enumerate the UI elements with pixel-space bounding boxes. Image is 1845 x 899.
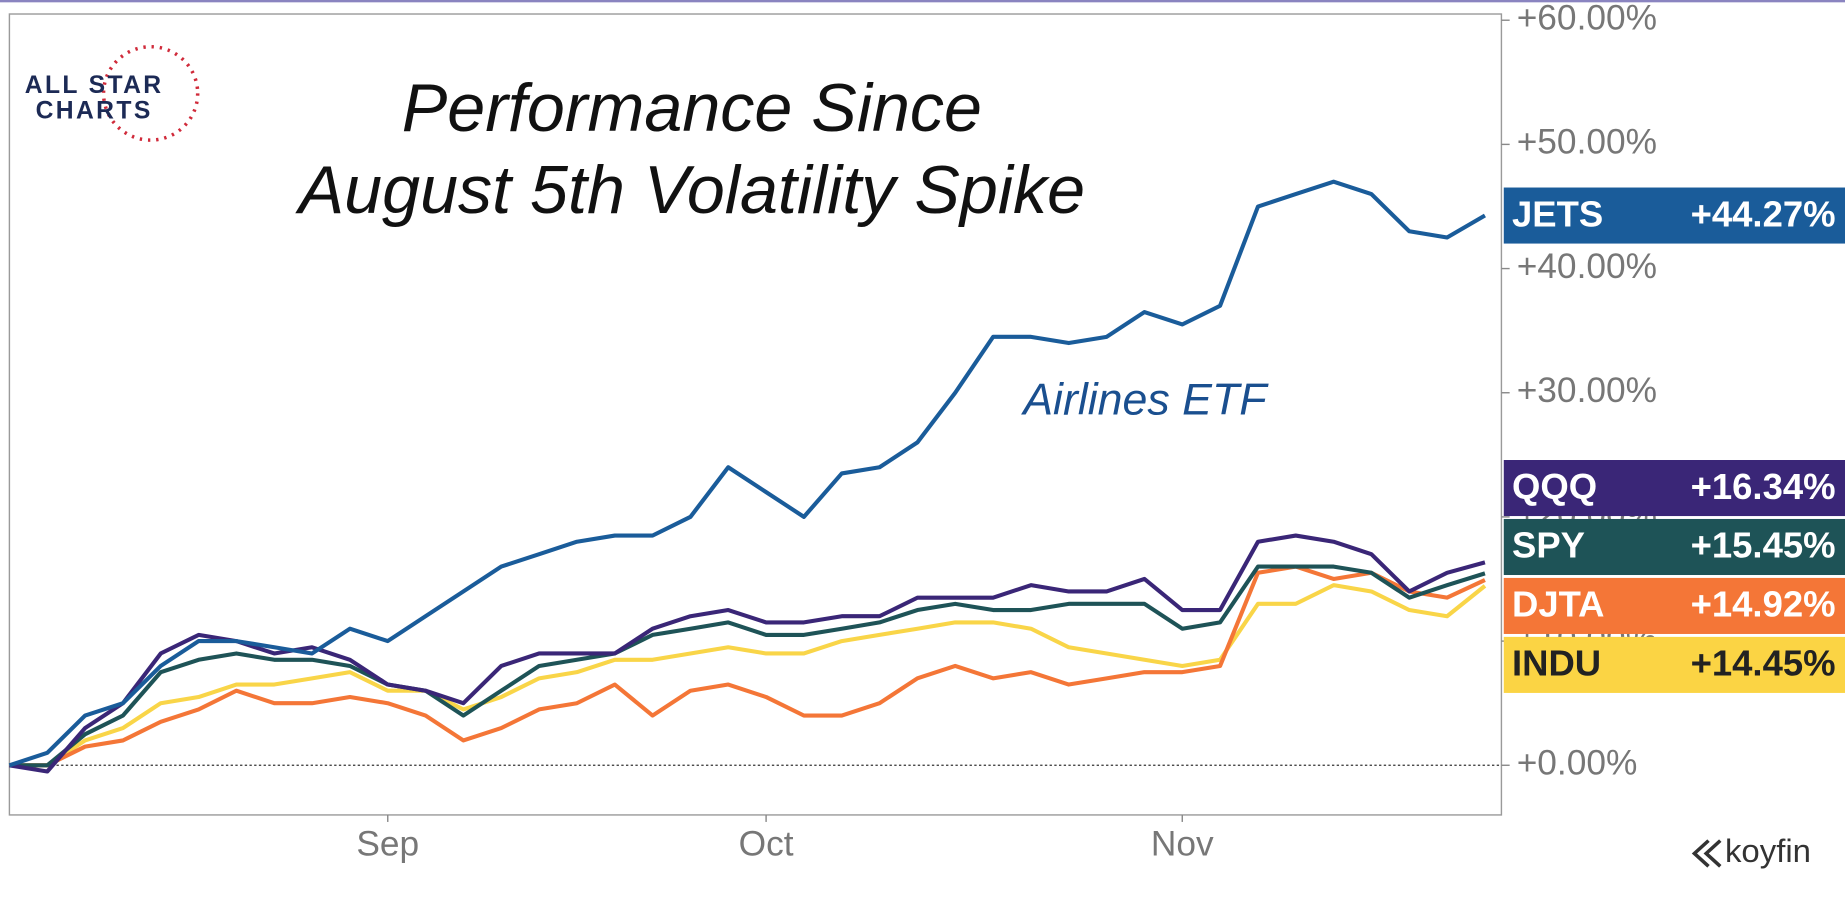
end-label-name: QQQ [1512,466,1597,507]
series-line [8,179,1486,768]
end-label: DJTA +14.92% [1503,577,1845,634]
chart-title: August 5th Volatility Spike [295,152,1085,228]
brand: koyfin [1691,832,1811,869]
logo-ring [101,44,200,142]
y-tick-label: +50.00% [1517,123,1657,162]
chart-title: Performance Since [402,70,982,146]
series-line [9,533,1486,774]
logo-text: CHARTS [36,98,153,125]
y-tick-label: +0.00% [1517,744,1638,783]
logo-text: ALL STAR [25,72,164,99]
logo: ALL STAR CHARTS [25,44,200,142]
end-label: SPY +15.45% [1503,518,1845,576]
end-label: QQQ +16.34% [1503,460,1845,517]
series-line [9,583,1487,768]
y-tick-label: +60.00% [1517,0,1657,37]
end-label-box [1503,460,1845,517]
top-border [0,0,1845,3]
brand-icon [1691,839,1722,868]
end-label: JETS +44.27% [1503,187,1845,244]
x-tick-label: Oct [739,825,794,864]
end-label-box [1503,577,1845,634]
end-label-value: +14.45% [1691,643,1836,684]
end-label-name: SPY [1512,525,1585,566]
end-label-name: DJTA [1512,584,1605,625]
y-tick-label: +40.00% [1517,247,1657,286]
end-label-box [1503,636,1845,693]
end-label-name: JETS [1512,193,1603,234]
end-label-value: +14.92% [1691,584,1836,625]
x-tick-label: Nov [1151,825,1214,864]
end-label: INDU +14.45% [1503,636,1845,693]
end-label-box [1503,187,1845,244]
end-label-name: INDU [1512,643,1601,684]
brand-text: koyfin [1725,832,1811,869]
end-label-box [1503,518,1845,576]
end-label-value: +44.27% [1691,193,1836,234]
x-tick-label: Sep [356,825,419,864]
series-line [9,564,1486,768]
series-line [9,564,1486,768]
annotation: Airlines ETF [1020,376,1269,425]
plot-frame [8,13,1503,816]
y-tick-label: +30.00% [1517,371,1657,410]
end-label-value: +16.34% [1691,466,1836,507]
end-label-value: +15.45% [1691,525,1836,566]
